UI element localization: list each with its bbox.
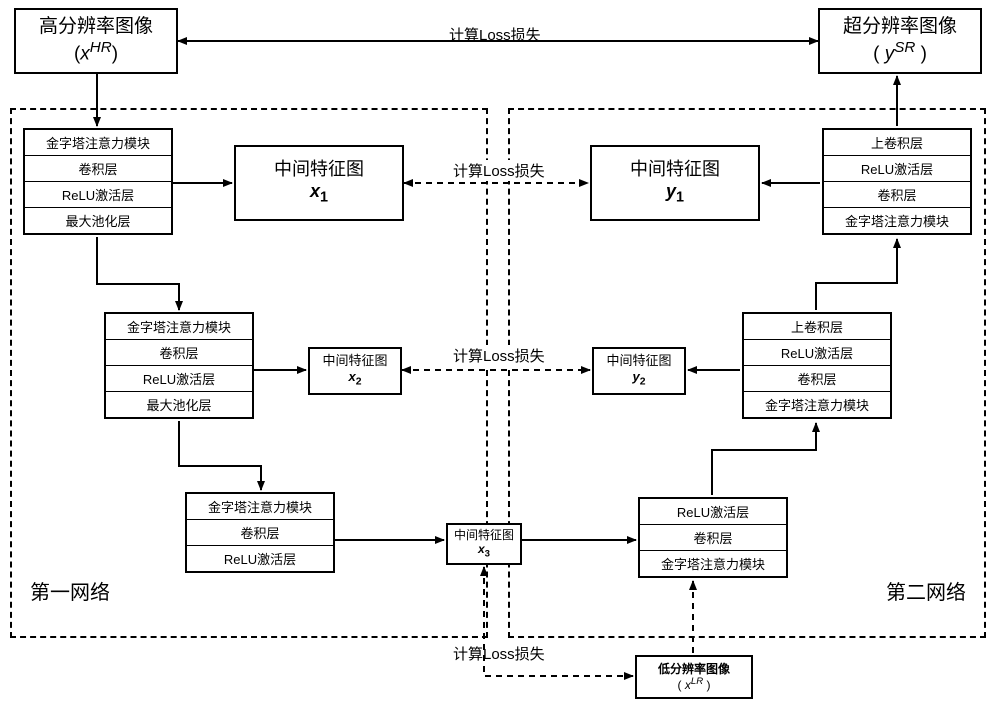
left-network-label: 第一网络 [30,576,110,605]
layer-cell: 卷积层 [187,520,333,546]
feature-y2-box: 中间特征图 y2 [592,347,686,395]
layer-cell: 卷积层 [744,366,890,392]
loss-label-3: 计算Loss损失 [451,643,547,664]
layer-cell: 最大池化层 [25,208,171,233]
feature-y1-box: 中间特征图 y1 [590,145,760,221]
layer-cell: 金字塔注意力模块 [640,551,786,576]
top-loss-label: 计算Loss损失 [447,24,543,45]
layer-cell: 卷积层 [106,340,252,366]
encoder-block-2: 金字塔注意力模块卷积层ReLU激活层最大池化层 [104,312,254,419]
layer-cell: ReLU激活层 [25,182,171,208]
right-network-label: 第二网络 [886,576,966,605]
layer-cell: ReLU激活层 [824,156,970,182]
encoder-block-1: 金字塔注意力模块卷积层ReLU激活层最大池化层 [23,128,173,235]
layer-cell: ReLU激活层 [744,340,890,366]
sr-subtitle: ( ySR ) [873,39,927,66]
layer-cell: 卷积层 [640,525,786,551]
layer-cell: 金字塔注意力模块 [106,314,252,340]
feature-x1-box: 中间特征图 x1 [234,145,404,221]
lr-image-box: 低分辨率图像 ( xLR ) [635,655,753,699]
layer-cell: ReLU激活层 [106,366,252,392]
hr-subtitle: (xHR) [74,39,118,66]
loss-label-1: 计算Loss损失 [451,160,547,181]
sr-image-box: 超分辨率图像 ( ySR ) [818,8,982,74]
layer-cell: ReLU激活层 [187,546,333,571]
layer-cell: 卷积层 [824,182,970,208]
decoder-block-2: 上卷积层ReLU激活层卷积层金字塔注意力模块 [742,312,892,419]
layer-cell: 最大池化层 [106,392,252,417]
decoder-block-3: ReLU激活层卷积层金字塔注意力模块 [638,497,788,578]
layer-cell: 金字塔注意力模块 [824,208,970,233]
decoder-block-1: 上卷积层ReLU激活层卷积层金字塔注意力模块 [822,128,972,235]
layer-cell: ReLU激活层 [640,499,786,525]
feature-x3-box: 中间特征图 x3 [446,523,522,565]
hr-title: 高分辨率图像 [39,16,153,39]
hr-image-box: 高分辨率图像 (xHR) [14,8,178,74]
sr-title: 超分辨率图像 [843,16,957,39]
layer-cell: 金字塔注意力模块 [187,494,333,520]
layer-cell: 上卷积层 [824,130,970,156]
feature-x2-box: 中间特征图 x2 [308,347,402,395]
layer-cell: 金字塔注意力模块 [25,130,171,156]
diagram-canvas: 高分辨率图像 (xHR) 超分辨率图像 ( ySR ) 计算Loss损失 第一网… [0,0,1000,710]
layer-cell: 上卷积层 [744,314,890,340]
loss-label-2: 计算Loss损失 [451,345,547,366]
encoder-block-3: 金字塔注意力模块卷积层ReLU激活层 [185,492,335,573]
layer-cell: 卷积层 [25,156,171,182]
layer-cell: 金字塔注意力模块 [744,392,890,417]
